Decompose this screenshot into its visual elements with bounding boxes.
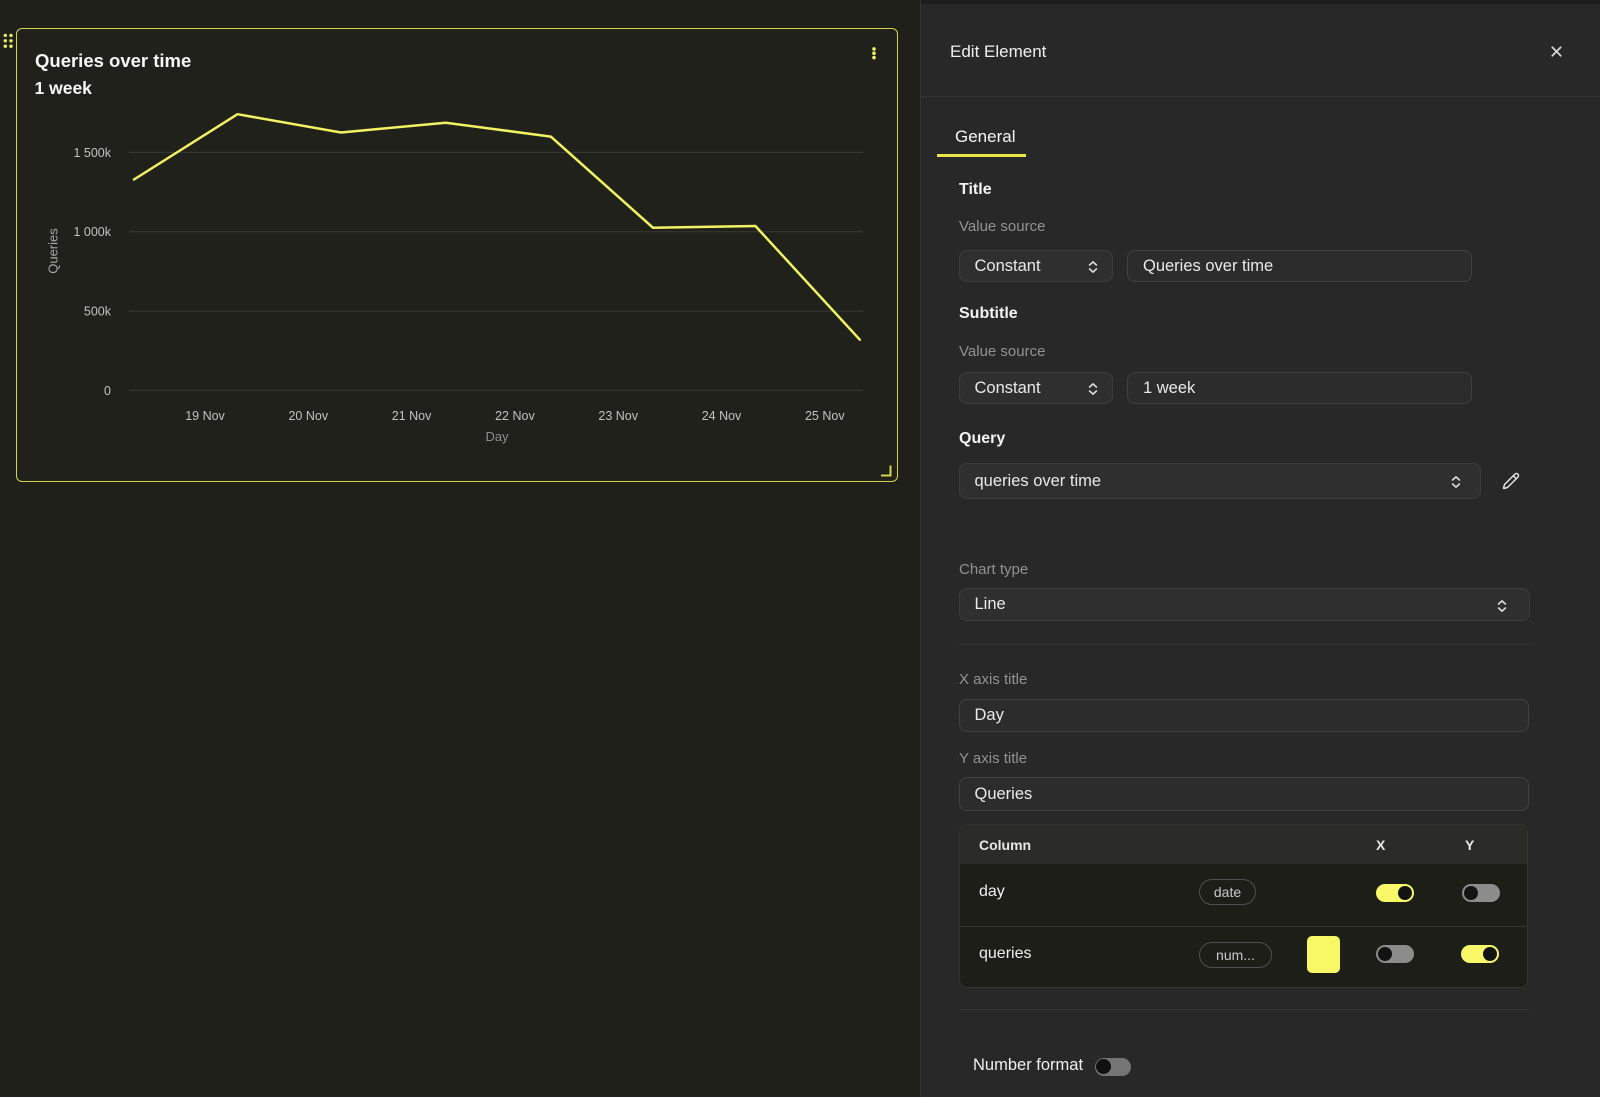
svg-text:24 Nov: 24 Nov <box>702 409 742 423</box>
svg-text:1 500k: 1 500k <box>73 146 111 160</box>
svg-text:22 Nov: 22 Nov <box>495 409 535 423</box>
svg-text:1 000k: 1 000k <box>73 225 111 239</box>
svg-text:Queries: Queries <box>46 228 61 274</box>
svg-text:23 Nov: 23 Nov <box>598 409 638 423</box>
svg-text:0: 0 <box>104 384 111 398</box>
svg-text:20 Nov: 20 Nov <box>288 409 328 423</box>
svg-text:25 Nov: 25 Nov <box>805 409 845 423</box>
svg-text:Day: Day <box>485 429 509 444</box>
svg-text:500k: 500k <box>84 305 112 319</box>
svg-text:19 Nov: 19 Nov <box>185 409 225 423</box>
svg-text:21 Nov: 21 Nov <box>392 409 432 423</box>
